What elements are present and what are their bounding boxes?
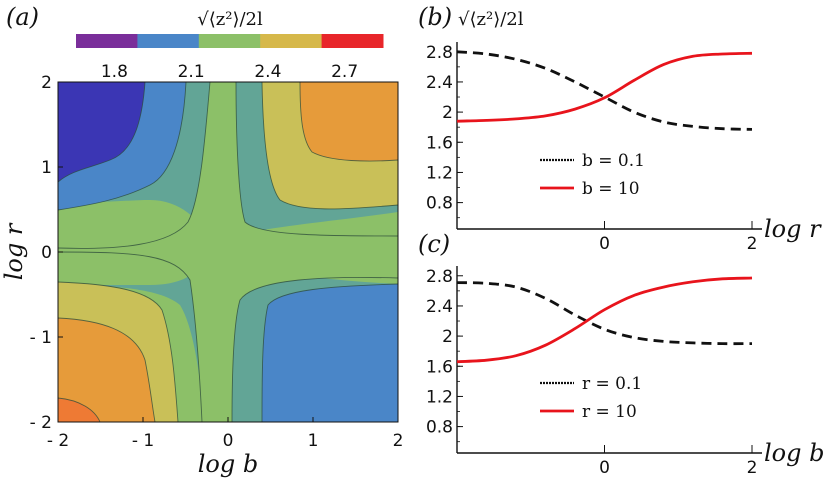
- x-axis-label: log r: [764, 215, 822, 243]
- colorbar-tick-label: 2.1: [178, 62, 205, 82]
- y-tick-label: 0: [41, 243, 52, 263]
- y-tick-label: 2: [442, 327, 453, 347]
- colorbar-segment: [137, 34, 200, 48]
- colorbar-segment: [260, 34, 323, 48]
- panel-a-y-ticks: - 2 - 1 0 1 2: [30, 73, 63, 433]
- y-tick-label: 0.8: [426, 418, 453, 438]
- y-tick-label: 0.8: [426, 194, 453, 214]
- x-tick-label: 2: [393, 431, 404, 451]
- colorbar-segment: [198, 34, 261, 48]
- x-tick-label: 2: [747, 234, 758, 254]
- panel-b-label: (b): [418, 3, 452, 31]
- legend-label: r = 10: [582, 402, 637, 422]
- y-tick-label: - 1: [30, 328, 52, 348]
- contour-lines: [58, 82, 398, 422]
- legend-label: b = 10: [582, 179, 640, 199]
- panel-b-plot: 2.8 2.4 2 1.6 1.2 0.8 0 2 log r b = 0.1 b = 10: [426, 42, 822, 254]
- x-tick-label: 2: [747, 458, 758, 478]
- series-line-dashed: [456, 50, 753, 131]
- panel-a-label: (a): [6, 3, 39, 31]
- y-tick-label: 2.4: [426, 297, 453, 317]
- series-line-dashed: [456, 281, 753, 346]
- y-tick-label: 2.8: [426, 43, 453, 63]
- y-tick-label: 2: [442, 103, 453, 123]
- y-tick-label: 1: [41, 158, 52, 178]
- colorbar-segment: [76, 34, 138, 48]
- x-tick-label: - 2: [47, 431, 69, 451]
- colorbar-segment: [321, 34, 384, 48]
- legend-label: r = 0.1: [582, 374, 642, 394]
- y-tick-label: 1.6: [426, 357, 453, 377]
- colorbar: [76, 34, 384, 48]
- colorbar-tick-label: 2.7: [331, 62, 358, 82]
- panel-a-xlabel: log b: [198, 450, 258, 478]
- panel-c-label: (c): [418, 230, 450, 258]
- region-purple-top-left: [58, 82, 145, 182]
- colorbar-title: √⟨z²⟩/2l: [197, 9, 263, 30]
- region-orange-top-right: [300, 82, 398, 162]
- y-tick-label: 1.2: [426, 163, 453, 183]
- region-green-cross: [58, 82, 398, 422]
- x-tick-label: - 1: [132, 431, 154, 451]
- series-line-solid: [456, 276, 753, 364]
- y-tick-label: 2.8: [426, 267, 453, 287]
- legend-label: b = 0.1: [582, 151, 645, 171]
- panel-a-x-ticks: - 2 - 1 0 1 2: [47, 417, 404, 451]
- series-line-solid: [456, 51, 753, 123]
- y-tick-label: - 2: [30, 413, 52, 433]
- y-tick-label: 2.4: [426, 73, 453, 93]
- colorbar-tick-label: 2.4: [254, 62, 281, 82]
- region-blue-bottom-right: [262, 284, 398, 422]
- y-tick-label: 1.6: [426, 133, 453, 153]
- y-tick-label: 1.2: [426, 387, 453, 407]
- contour-map: [58, 82, 398, 422]
- x-tick-label: 0: [599, 234, 610, 254]
- x-tick-label: 0: [223, 431, 234, 451]
- x-axis-label: log b: [764, 439, 824, 467]
- region-orange-bottom-left: [58, 318, 155, 422]
- x-tick-label: 0: [599, 458, 610, 478]
- panel-b-ytitle: √⟨z²⟩/2l: [458, 9, 524, 30]
- x-tick-label: 1: [308, 431, 319, 451]
- panel-a-ylabel: log r: [0, 222, 28, 280]
- y-tick-label: 2: [41, 73, 52, 93]
- region-deep-orange-bottom-left: [58, 398, 100, 422]
- colorbar-tick-label: 1.8: [101, 62, 128, 82]
- colorbar-tick-labels: 1.8 2.1 2.4 2.7: [101, 62, 358, 82]
- panel-c-plot: 2.8 2.4 2 1.6 1.2 0.8 0 2 log b r = 0.1 r = 10: [426, 266, 824, 478]
